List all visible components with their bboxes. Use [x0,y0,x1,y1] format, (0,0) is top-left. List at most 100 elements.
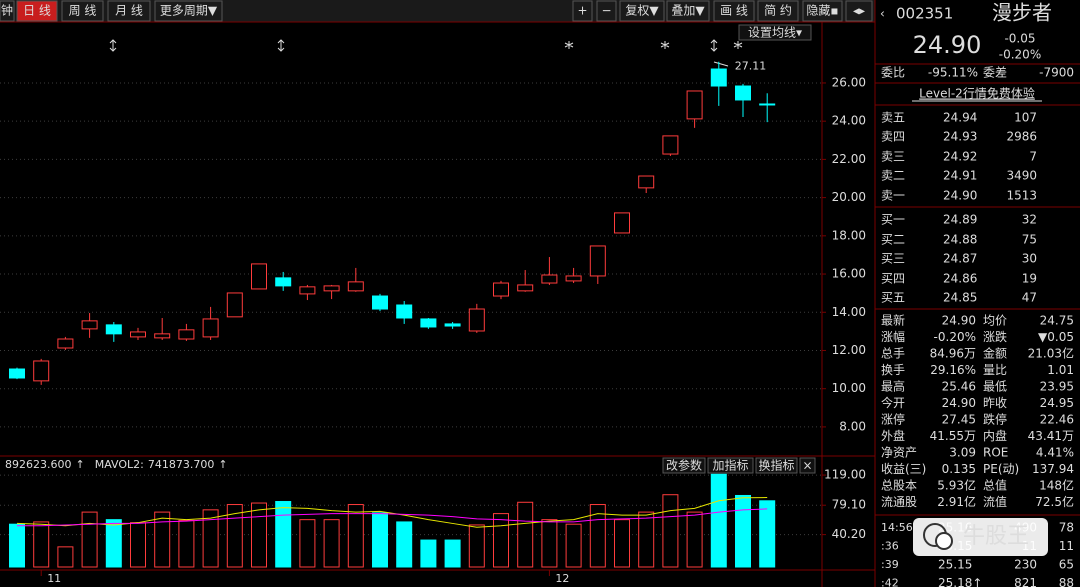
toolbar-button-label[interactable]: 叠加▼ [671,4,705,18]
indicator-button[interactable] [707,457,754,474]
stat-label: 金额 [983,346,1007,361]
toolbar-button-label[interactable]: ◂▸ [853,4,865,18]
stat-label: 涨幅 [881,329,905,344]
stock-code: 002351 [896,5,953,23]
indicator-button-label[interactable]: 加指标 [712,458,748,473]
toolbar-button-label[interactable]: + [577,4,587,18]
indicator-button-label[interactable]: × [802,459,812,473]
toolbar-tab-label[interactable]: 月 线 [115,4,143,18]
tick-volume: 821 [1014,576,1037,587]
ma-settings-label[interactable]: 设置均线▾ [748,26,802,40]
order-price: 24.89 [943,213,977,227]
toolbar-button-label[interactable]: 简 约 [764,3,792,18]
indicator-button[interactable] [799,457,816,474]
toolbar-button[interactable] [619,0,665,22]
back-arrow: ‹ [880,7,885,21]
toolbar-button-label[interactable]: 隐藏▪ [806,4,838,18]
volume-bar [420,539,437,568]
stat-value: 22.46 [1040,413,1074,427]
stat-label: PE(动) [983,462,1019,476]
candle-body [9,368,25,379]
volume-bar [323,519,340,568]
volume-bar [347,504,364,568]
volume-bar [251,502,267,568]
order-volume: 47 [1022,291,1037,305]
volume-bar [81,511,98,568]
tick-volume: 230 [1014,558,1037,572]
candle-body [251,263,267,290]
indicator-name: MAVOL2: [95,458,144,471]
order-label: 卖三 [881,150,905,164]
toolbar-button[interactable] [845,0,873,22]
order-label: 买四 [881,272,905,286]
toolbar-button[interactable] [572,0,593,22]
stat-value: 25.46 [942,380,976,394]
indicator-button[interactable] [755,457,798,474]
stat-label: 跌停 [983,412,1007,427]
weibi-label: 委比 [881,66,905,80]
toolbar-button-label[interactable]: − [601,4,611,18]
volume-bar [493,513,509,568]
toolbar-tab[interactable] [107,0,151,22]
stat-label: 总手 [881,347,905,361]
toolbar-tab-label[interactable]: 周 线 [69,4,97,18]
order-label: 买一 [881,213,905,227]
y-tick-label: 8.00 [839,419,866,433]
toolbar-tab[interactable] [0,0,15,22]
toolbar-button-label[interactable]: 画 线 [720,4,748,18]
stat-value: 4.41% [1036,446,1074,460]
indicator-button-label[interactable]: 改参数 [666,458,702,473]
ma-line [16,497,768,528]
volume-bar [565,523,582,568]
toolbar-button[interactable] [802,0,843,22]
stat-label: 昨收 [983,396,1007,410]
stat-label: 净资产 [881,446,917,460]
order-price: 24.93 [943,130,977,144]
weicha-label: 委差 [983,66,1007,80]
toolbar-tab-label[interactable]: 日 线 [23,4,51,18]
stat-value: 3.09 [949,446,976,460]
volume-bar [299,519,316,568]
candle-body [372,295,388,310]
y-tick-label: 119.00 [824,468,866,482]
weicha-value: -7900 [1039,66,1074,80]
indicator-button[interactable] [662,457,706,474]
y-tick-label: 18.00 [832,228,866,242]
order-volume: 3490 [1006,169,1037,183]
toolbar-button-label[interactable]: 复权▼ [625,4,659,18]
toolbar-tab[interactable] [61,0,104,22]
toolbar-button[interactable] [713,0,755,22]
level2-link[interactable]: Level-2行情免费体验 [919,86,1035,101]
candle-body [33,360,50,382]
tick-price: 25.15 [938,558,972,572]
y-tick-label: 79.10 [832,498,866,512]
order-volume: 107 [1014,111,1037,125]
stat-value: 5.93亿 [937,478,976,493]
ma-settings-button[interactable] [738,24,812,41]
toolbar-button[interactable] [666,0,710,22]
y-tick-label: 26.00 [832,75,866,89]
toolbar-tab-label[interactable]: 更多周期▼ [160,4,218,18]
toolbar-button[interactable] [596,0,617,22]
tick-time: :36 [881,540,899,553]
candle-body [517,284,534,292]
toolbar-tab-label[interactable]: 钟 [1,3,13,18]
candle-body [396,304,413,319]
tick-count: 65 [1059,558,1074,572]
stat-label: 最高 [881,379,905,394]
tick-time: :42 [881,577,899,587]
indicator-button-label[interactable]: 换指标 [758,458,794,473]
toolbar-button[interactable] [757,0,799,22]
y-tick-label: 10.00 [832,381,866,395]
stat-label: 量比 [983,363,1007,377]
toolbar-tab[interactable] [154,0,223,22]
order-volume: 2986 [1006,130,1037,144]
tick-count: 78 [1059,521,1074,535]
stat-label: 换手 [881,363,905,377]
stat-label: 流值 [983,494,1007,509]
stat-value: 21.03亿 [1028,346,1074,361]
candle-body [589,245,606,277]
stat-label: 流通股 [881,495,917,509]
candle-body [493,282,509,297]
toolbar-tab[interactable] [16,0,58,22]
